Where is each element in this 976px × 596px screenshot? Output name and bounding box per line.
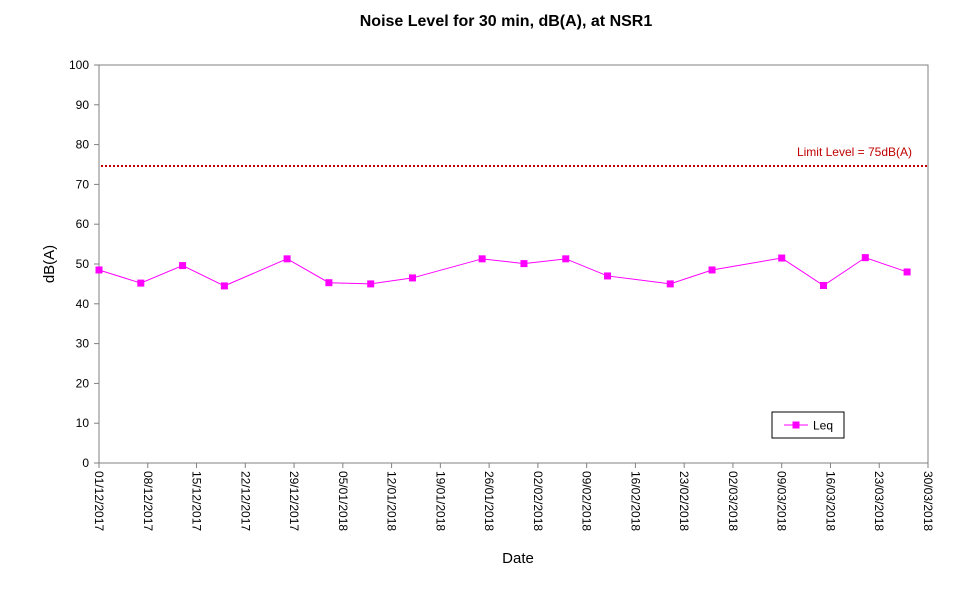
y-tick-label: 0 <box>82 456 89 470</box>
x-tick-label: 02/03/2018 <box>726 471 740 531</box>
data-point <box>283 255 291 263</box>
y-tick-label: 90 <box>76 98 90 112</box>
data-point <box>367 280 375 288</box>
x-tick-label: 08/12/2017 <box>141 471 155 531</box>
data-point <box>137 279 145 287</box>
data-point <box>778 254 786 262</box>
data-point <box>861 254 869 262</box>
x-axis: 01/12/2017 08/12/2017 15/12/2017 22/12/2017… <box>92 463 935 531</box>
y-axis: 0 10 20 30 40 50 60 70 80 90 100 <box>69 58 99 470</box>
data-point <box>520 260 528 268</box>
y-tick-label: 40 <box>76 297 90 311</box>
x-tick-label: 09/03/2018 <box>775 471 789 531</box>
data-point <box>562 255 570 263</box>
x-tick-label: 19/01/2018 <box>433 471 447 531</box>
data-point <box>408 274 416 282</box>
x-tick-label: 12/01/2018 <box>385 471 399 531</box>
series-line-leq <box>98 257 908 287</box>
legend: Leq <box>771 411 845 439</box>
x-tick-label: 15/12/2017 <box>190 471 204 531</box>
y-tick-label: 80 <box>76 138 90 152</box>
y-tick-label: 50 <box>76 257 90 271</box>
data-point <box>95 266 103 274</box>
data-point <box>478 255 486 263</box>
x-tick-label: 09/02/2018 <box>580 471 594 531</box>
data-point <box>325 279 333 287</box>
legend-marker-leq <box>792 421 800 429</box>
y-tick-label: 30 <box>76 337 90 351</box>
data-point <box>820 281 828 289</box>
x-tick-label: 05/01/2018 <box>336 471 350 531</box>
data-point <box>220 282 228 290</box>
y-tick-label: 60 <box>76 217 90 231</box>
data-point <box>604 272 612 280</box>
x-tick-label: 30/03/2018 <box>921 471 935 531</box>
x-tick-label: 02/02/2018 <box>531 471 545 531</box>
chart-title: Noise Level for 30 min, dB(A), at NSR1 <box>360 13 653 30</box>
data-point <box>179 262 187 270</box>
x-tick-label: 16/03/2018 <box>823 471 837 531</box>
x-tick-label: 29/12/2017 <box>287 471 301 531</box>
y-tick-label: 100 <box>69 58 89 72</box>
x-tick-label: 01/12/2017 <box>92 471 106 531</box>
legend-label-leq: Leq <box>813 419 833 433</box>
data-point <box>903 268 911 276</box>
x-tick-label: 23/02/2018 <box>677 471 691 531</box>
y-tick-label: 20 <box>76 376 90 390</box>
y-tick-label: 10 <box>76 416 90 430</box>
data-point <box>666 280 674 288</box>
x-tick-label: 23/03/2018 <box>872 471 886 531</box>
series-layer <box>95 254 911 290</box>
x-tick-label: 26/01/2018 <box>482 471 496 531</box>
x-tick-label: 22/12/2017 <box>238 471 252 531</box>
y-axis-label: dB(A) <box>41 245 58 283</box>
y-tick-label: 70 <box>76 177 90 191</box>
x-axis-label: Date <box>502 550 534 567</box>
data-point <box>708 266 716 274</box>
x-tick-label: 16/02/2018 <box>628 471 642 531</box>
limit-line-label: Limit Level = 75dB(A) <box>797 145 912 159</box>
plot-area <box>98 64 929 464</box>
